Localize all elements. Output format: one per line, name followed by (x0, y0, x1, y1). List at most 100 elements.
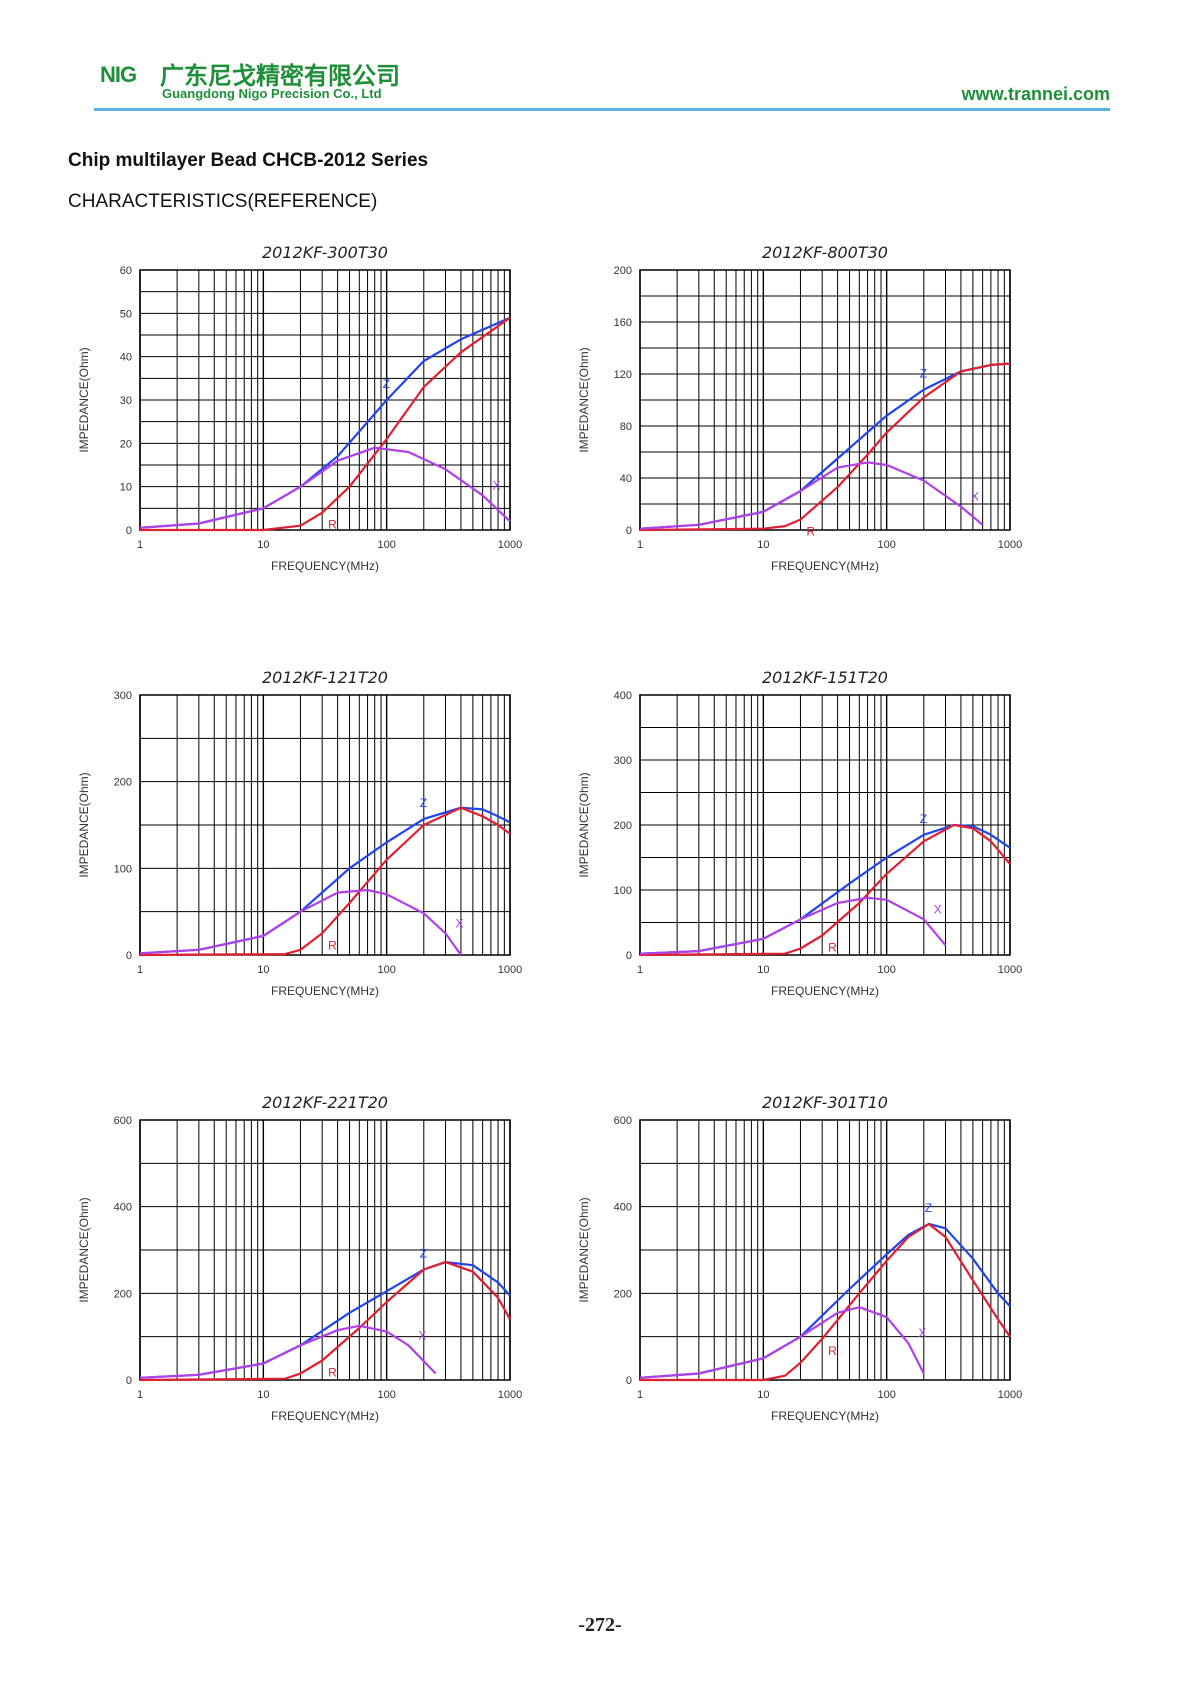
y-tick-label: 400 (114, 1202, 132, 1214)
y-tick-label: 200 (614, 820, 632, 832)
series-label-z: Z (920, 367, 927, 381)
chart-2012kf-221t20: 2012KF-221T20 0 200 400 600 1 10 100 1000 FREQUEN… (60, 1075, 530, 1465)
x-tick-label: 1 (637, 964, 643, 976)
x-tick-label: 100 (877, 1389, 895, 1401)
x-tick-label: 10 (257, 1389, 269, 1401)
chart-title: 2012KF-221T20 (262, 1093, 388, 1112)
series-line-x (639, 896, 947, 955)
x-tick-label: 100 (377, 964, 395, 976)
y-tick-label: 30 (120, 395, 132, 407)
x-axis-label: FREQUENCY(MHz) (271, 984, 379, 998)
x-axis-label: FREQUENCY(MHz) (271, 1409, 379, 1423)
series-label-z: Z (920, 812, 927, 826)
y-tick-label: 0 (626, 1375, 632, 1387)
y-tick-label: 200 (614, 1288, 632, 1300)
series-label-r: R (328, 518, 337, 532)
chart-2012kf-121t20: 2012KF-121T20 0 100 200 300 1 10 100 1000 FREQUEN… (60, 650, 530, 1040)
chart-2012kf-301t10: 2012KF-301T10 0 200 400 600 1 10 100 1000 FREQUEN… (560, 1075, 1030, 1465)
y-tick-label: 120 (614, 369, 632, 381)
x-tick-label: 1 (137, 539, 143, 551)
x-tick-label: 100 (877, 964, 895, 976)
y-tick-label: 0 (626, 950, 632, 962)
y-tick-label: 10 (120, 482, 132, 494)
chart-title: 2012KF-800T30 (762, 243, 888, 262)
chart-2012kf-300t30: 2012KF-300T30 0 10 20 30 40 50 60 1 10 100 1000 FREQ… (60, 225, 530, 615)
x-tick-label: 100 (877, 539, 895, 551)
y-tick-label: 300 (614, 755, 632, 767)
x-tick-label: 10 (757, 539, 769, 551)
chart-svg: 2012KF-301T10 0 200 400 600 1 10 100 1000 FREQUEN… (577, 1093, 1022, 1423)
series-label-x: X (918, 1326, 926, 1340)
x-tick-label: 1 (637, 1389, 643, 1401)
series-line-x (639, 461, 984, 530)
series-line-z (139, 1261, 511, 1379)
series-label-x: X (934, 902, 942, 916)
y-tick-label: 40 (620, 473, 632, 485)
series-label-x: X (971, 490, 979, 504)
chart-title: 2012KF-121T20 (262, 668, 388, 687)
x-tick-label: 100 (377, 1389, 395, 1401)
series-label-r: R (828, 1344, 837, 1358)
y-tick-label: 160 (614, 317, 632, 329)
series-line-x (139, 888, 462, 956)
y-tick-label: 60 (120, 265, 132, 277)
series-line-r (640, 1222, 1011, 1382)
header-divider (94, 108, 1110, 111)
chart-title: 2012KF-151T20 (762, 668, 888, 687)
series-line-r (139, 806, 511, 957)
series-label-x: X (493, 478, 501, 492)
x-axis-label: FREQUENCY(MHz) (771, 1409, 879, 1423)
x-tick-label: 10 (257, 539, 269, 551)
x-tick-label: 1 (137, 1389, 143, 1401)
series-label-z: Z (383, 377, 390, 391)
series-line-r (140, 316, 511, 532)
y-tick-label: 400 (614, 1202, 632, 1214)
y-tick-label: 600 (614, 1115, 632, 1127)
chart-svg: 2012KF-121T20 0 100 200 300 1 10 100 1000 FREQUEN… (77, 668, 522, 998)
y-tick-label: 40 (120, 352, 132, 364)
chart-title: 2012KF-301T10 (762, 1093, 888, 1112)
y-tick-label: 0 (126, 1375, 132, 1387)
y-tick-label: 200 (614, 265, 632, 277)
y-axis-label: IMPEDANCE(Ohm) (77, 772, 91, 877)
x-tick-label: 1000 (498, 1389, 522, 1401)
series-line-r (639, 362, 1011, 532)
x-tick-label: 100 (377, 539, 395, 551)
series-label-r: R (328, 938, 337, 952)
x-tick-label: 10 (757, 1389, 769, 1401)
x-axis-label: FREQUENCY(MHz) (771, 984, 879, 998)
x-tick-label: 10 (257, 964, 269, 976)
x-axis-label: FREQUENCY(MHz) (271, 559, 379, 573)
series-label-r: R (328, 1366, 337, 1380)
y-tick-label: 200 (114, 777, 132, 789)
y-tick-label: 600 (114, 1115, 132, 1127)
y-tick-label: 100 (114, 863, 132, 875)
series-line-r (139, 1261, 511, 1382)
chart-svg: 2012KF-151T20 0 100 200 300 400 1 10 100 1000 FREQ… (577, 668, 1022, 998)
series-line-x (139, 446, 511, 529)
series-label-x: X (456, 916, 464, 930)
chart-svg: 2012KF-800T30 0 40 80 120 160 200 1 10 100 1000 FRE… (577, 243, 1022, 573)
series-label-r: R (828, 941, 837, 955)
x-tick-label: 1000 (498, 964, 522, 976)
section-subtitle: CHARACTERISTICS(REFERENCE) (68, 191, 378, 212)
website-link[interactable]: www.trannei.com (961, 84, 1110, 104)
chart-svg: 2012KF-300T30 0 10 20 30 40 50 60 1 10 100 1000 FREQ… (77, 243, 522, 573)
x-tick-label: 1000 (998, 1389, 1022, 1401)
page-header: NIG 广东尼戈精密有限公司 Guangdong Nigo Precision … (0, 0, 1200, 115)
series-line-z (139, 316, 511, 529)
y-tick-label: 400 (614, 690, 632, 702)
y-tick-label: 0 (126, 950, 132, 962)
series-label-z: Z (420, 1247, 427, 1261)
plot-frame (639, 1119, 1011, 1381)
chart-2012kf-800t30: 2012KF-800T30 0 40 80 120 160 200 1 10 100 1000 FRE… (560, 225, 1030, 615)
company-name-chinese: 广东尼戈精密有限公司 (160, 62, 400, 90)
x-tick-label: 1 (637, 539, 643, 551)
y-tick-label: 100 (614, 885, 632, 897)
series-label-z: Z (420, 796, 427, 810)
x-tick-label: 1000 (998, 964, 1022, 976)
plot-frame (639, 269, 1011, 531)
company-logo: NIG (100, 62, 137, 87)
series-label-z: Z (925, 1201, 932, 1215)
x-tick-label: 1000 (998, 539, 1022, 551)
